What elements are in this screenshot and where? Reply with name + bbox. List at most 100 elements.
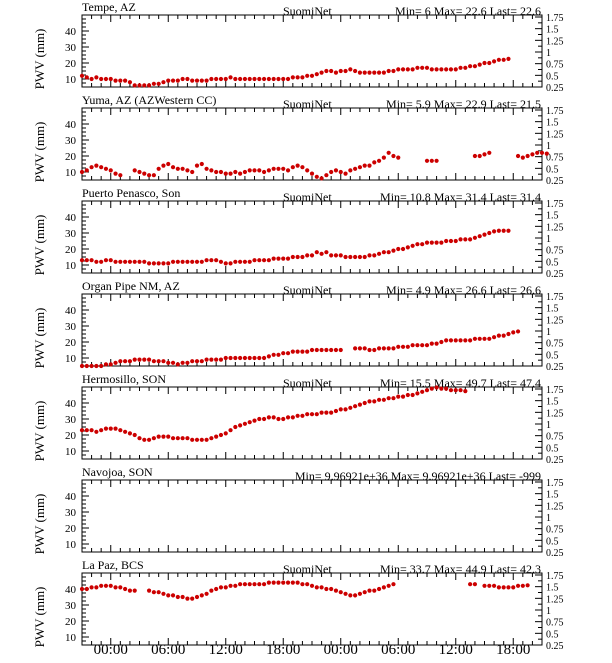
right-tick-label: 1.25 xyxy=(546,408,564,419)
pwv-data-point xyxy=(132,168,137,173)
pwv-data-point xyxy=(386,583,391,588)
pwv-data-point xyxy=(348,405,353,410)
pwv-data-point xyxy=(415,65,420,70)
pwv-data-point xyxy=(525,583,530,588)
pwv-data-point xyxy=(290,254,295,260)
pwv-data-point xyxy=(185,596,190,601)
pwv-data-point xyxy=(367,70,372,75)
panel-frame xyxy=(81,386,543,460)
pwv-data-point xyxy=(501,228,506,233)
pwv-data-point xyxy=(194,359,200,364)
pwv-data-point xyxy=(472,64,478,69)
pwv-data-point xyxy=(487,230,492,236)
pwv-data-point xyxy=(113,171,118,176)
pwv-data-point xyxy=(247,259,252,264)
pwv-data-point xyxy=(190,169,195,175)
pwv-data-point xyxy=(444,338,449,343)
pwv-data-point xyxy=(405,392,410,398)
pwv-data-point xyxy=(372,399,377,404)
pwv-data-point xyxy=(238,171,243,176)
pwv-data-point xyxy=(94,429,99,434)
pwv-data-point xyxy=(458,338,463,343)
pwv-data-point xyxy=(295,349,300,354)
panel-frame xyxy=(81,107,543,181)
pwv-data-point xyxy=(94,259,99,264)
pwv-data-point xyxy=(214,434,219,439)
pwv-data-point xyxy=(94,585,99,590)
pwv-data-point xyxy=(281,351,286,356)
pwv-data-point xyxy=(400,394,406,399)
pwv-data-point xyxy=(501,333,506,338)
pwv-data-point xyxy=(137,259,142,264)
pwv-data-point xyxy=(434,341,439,346)
pwv-data-point xyxy=(362,346,367,351)
pwv-data-point xyxy=(487,336,492,341)
pwv-data-point xyxy=(127,431,133,436)
pwv-data-point xyxy=(233,355,238,361)
left-tick-label: 30 xyxy=(65,135,77,147)
left-tick-label: 20 xyxy=(65,430,77,442)
panel-source: SuomiNet xyxy=(283,562,332,576)
pwv-data-point xyxy=(266,415,271,420)
panel-title: Yuma, AZ (AZWestern CC) xyxy=(82,93,216,107)
right-tick-label: 1.5 xyxy=(546,25,559,36)
pwv-data-point xyxy=(357,346,363,351)
right-tick-label: 0.75 xyxy=(546,618,564,629)
left-tick-label: 20 xyxy=(65,337,77,349)
left-tick-label: 20 xyxy=(65,151,77,163)
pwv-data-point xyxy=(261,258,267,263)
pwv-data-point xyxy=(271,580,276,585)
pwv-data-point xyxy=(89,428,94,433)
right-tick-label: 0.5 xyxy=(546,629,559,640)
pwv-data-point xyxy=(357,254,363,260)
pwv-data-point xyxy=(367,399,372,404)
y-axis-label: PWV (mm) xyxy=(32,215,47,276)
pwv-data-point xyxy=(487,583,492,588)
right-tick-label: 1 xyxy=(546,48,551,59)
pwv-data-point xyxy=(127,259,133,264)
pwv-data-point xyxy=(108,76,113,82)
pwv-data-point xyxy=(209,258,214,263)
pwv-data-point xyxy=(391,68,396,74)
pwv-data-point xyxy=(103,166,109,171)
panel-source: SuomiNet xyxy=(283,97,332,111)
pwv-data-point xyxy=(309,253,315,258)
pwv-data-point xyxy=(305,253,310,258)
pwv-data-point xyxy=(84,428,89,433)
left-tick-label: 30 xyxy=(65,600,77,612)
y-axis-label: PWV (mm) xyxy=(32,308,47,369)
pwv-data-point xyxy=(343,407,348,412)
pwv-data-point xyxy=(84,168,89,173)
pwv-data-point xyxy=(214,169,219,175)
pwv-data-point xyxy=(161,591,166,596)
right-tick-label: 1 xyxy=(546,234,551,245)
pwv-data-point xyxy=(214,586,219,592)
pwv-data-point xyxy=(204,357,209,362)
left-tick-label: 10 xyxy=(65,446,77,458)
pwv-data-point xyxy=(535,150,540,155)
pwv-data-point xyxy=(89,76,94,82)
left-tick-label: 10 xyxy=(65,539,77,551)
pwv-data-point xyxy=(84,363,89,369)
pwv-data-point xyxy=(257,258,262,263)
pwv-data-point xyxy=(257,168,262,173)
pwv-data-point xyxy=(113,259,118,264)
pwv-data-point xyxy=(132,259,137,264)
pwv-data-point xyxy=(170,259,176,264)
pwv-data-point xyxy=(79,428,85,433)
pwv-data-point xyxy=(285,415,291,420)
x-time-label: 00:00 xyxy=(94,642,128,658)
pwv-data-point xyxy=(252,582,257,587)
pwv-data-point xyxy=(343,591,348,596)
pwv-data-point xyxy=(199,437,204,442)
pwv-data-point xyxy=(146,357,152,362)
pwv-data-point xyxy=(429,158,434,163)
pwv-data-point xyxy=(329,347,334,353)
pwv-data-point xyxy=(84,75,89,80)
pwv-data-point xyxy=(429,341,434,346)
x-time-label: 06:00 xyxy=(151,642,185,658)
pwv-data-point xyxy=(333,168,339,173)
pwv-data-point xyxy=(118,585,123,590)
pwv-data-point xyxy=(477,234,482,239)
left-tick-label: 20 xyxy=(65,58,77,70)
